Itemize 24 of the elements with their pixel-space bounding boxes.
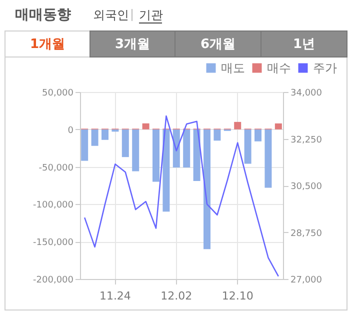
text: 외국인 <box>93 8 129 22</box>
text: 3개월 <box>114 37 150 52</box>
y-tick-label: 0 <box>68 126 74 136</box>
y2-tick-label: 30,500 <box>290 182 322 192</box>
chart-title: 매매동향 <box>15 7 71 23</box>
y-tick-label: -100,000 <box>33 200 74 211</box>
x-tick-label: 12.10 <box>222 290 254 302</box>
legend-label: 매도 <box>221 61 245 75</box>
x-tick-label: 12.02 <box>160 290 192 302</box>
legend-label: 주가 <box>313 61 337 75</box>
text: 6개월 <box>200 37 236 52</box>
y2-tick-label: 28,750 <box>290 228 322 239</box>
y2-tick-label: 34,000 <box>290 88 322 98</box>
y-tick-label: -150,000 <box>33 238 74 248</box>
y-tick-label: 50,000 <box>42 88 74 98</box>
x-tick-label: 11.24 <box>99 290 131 302</box>
y-tick-label: -50,000 <box>38 163 74 174</box>
y2-tick-label: 27,000 <box>290 276 322 286</box>
text: 기관 <box>139 8 163 22</box>
text: 1년 <box>292 37 316 52</box>
legend-label: 매수 <box>267 61 291 75</box>
text: 1개월 <box>30 37 66 52</box>
y2-tick-label: 32,250 <box>290 135 322 146</box>
y-tick-label: -200,000 <box>33 276 74 286</box>
